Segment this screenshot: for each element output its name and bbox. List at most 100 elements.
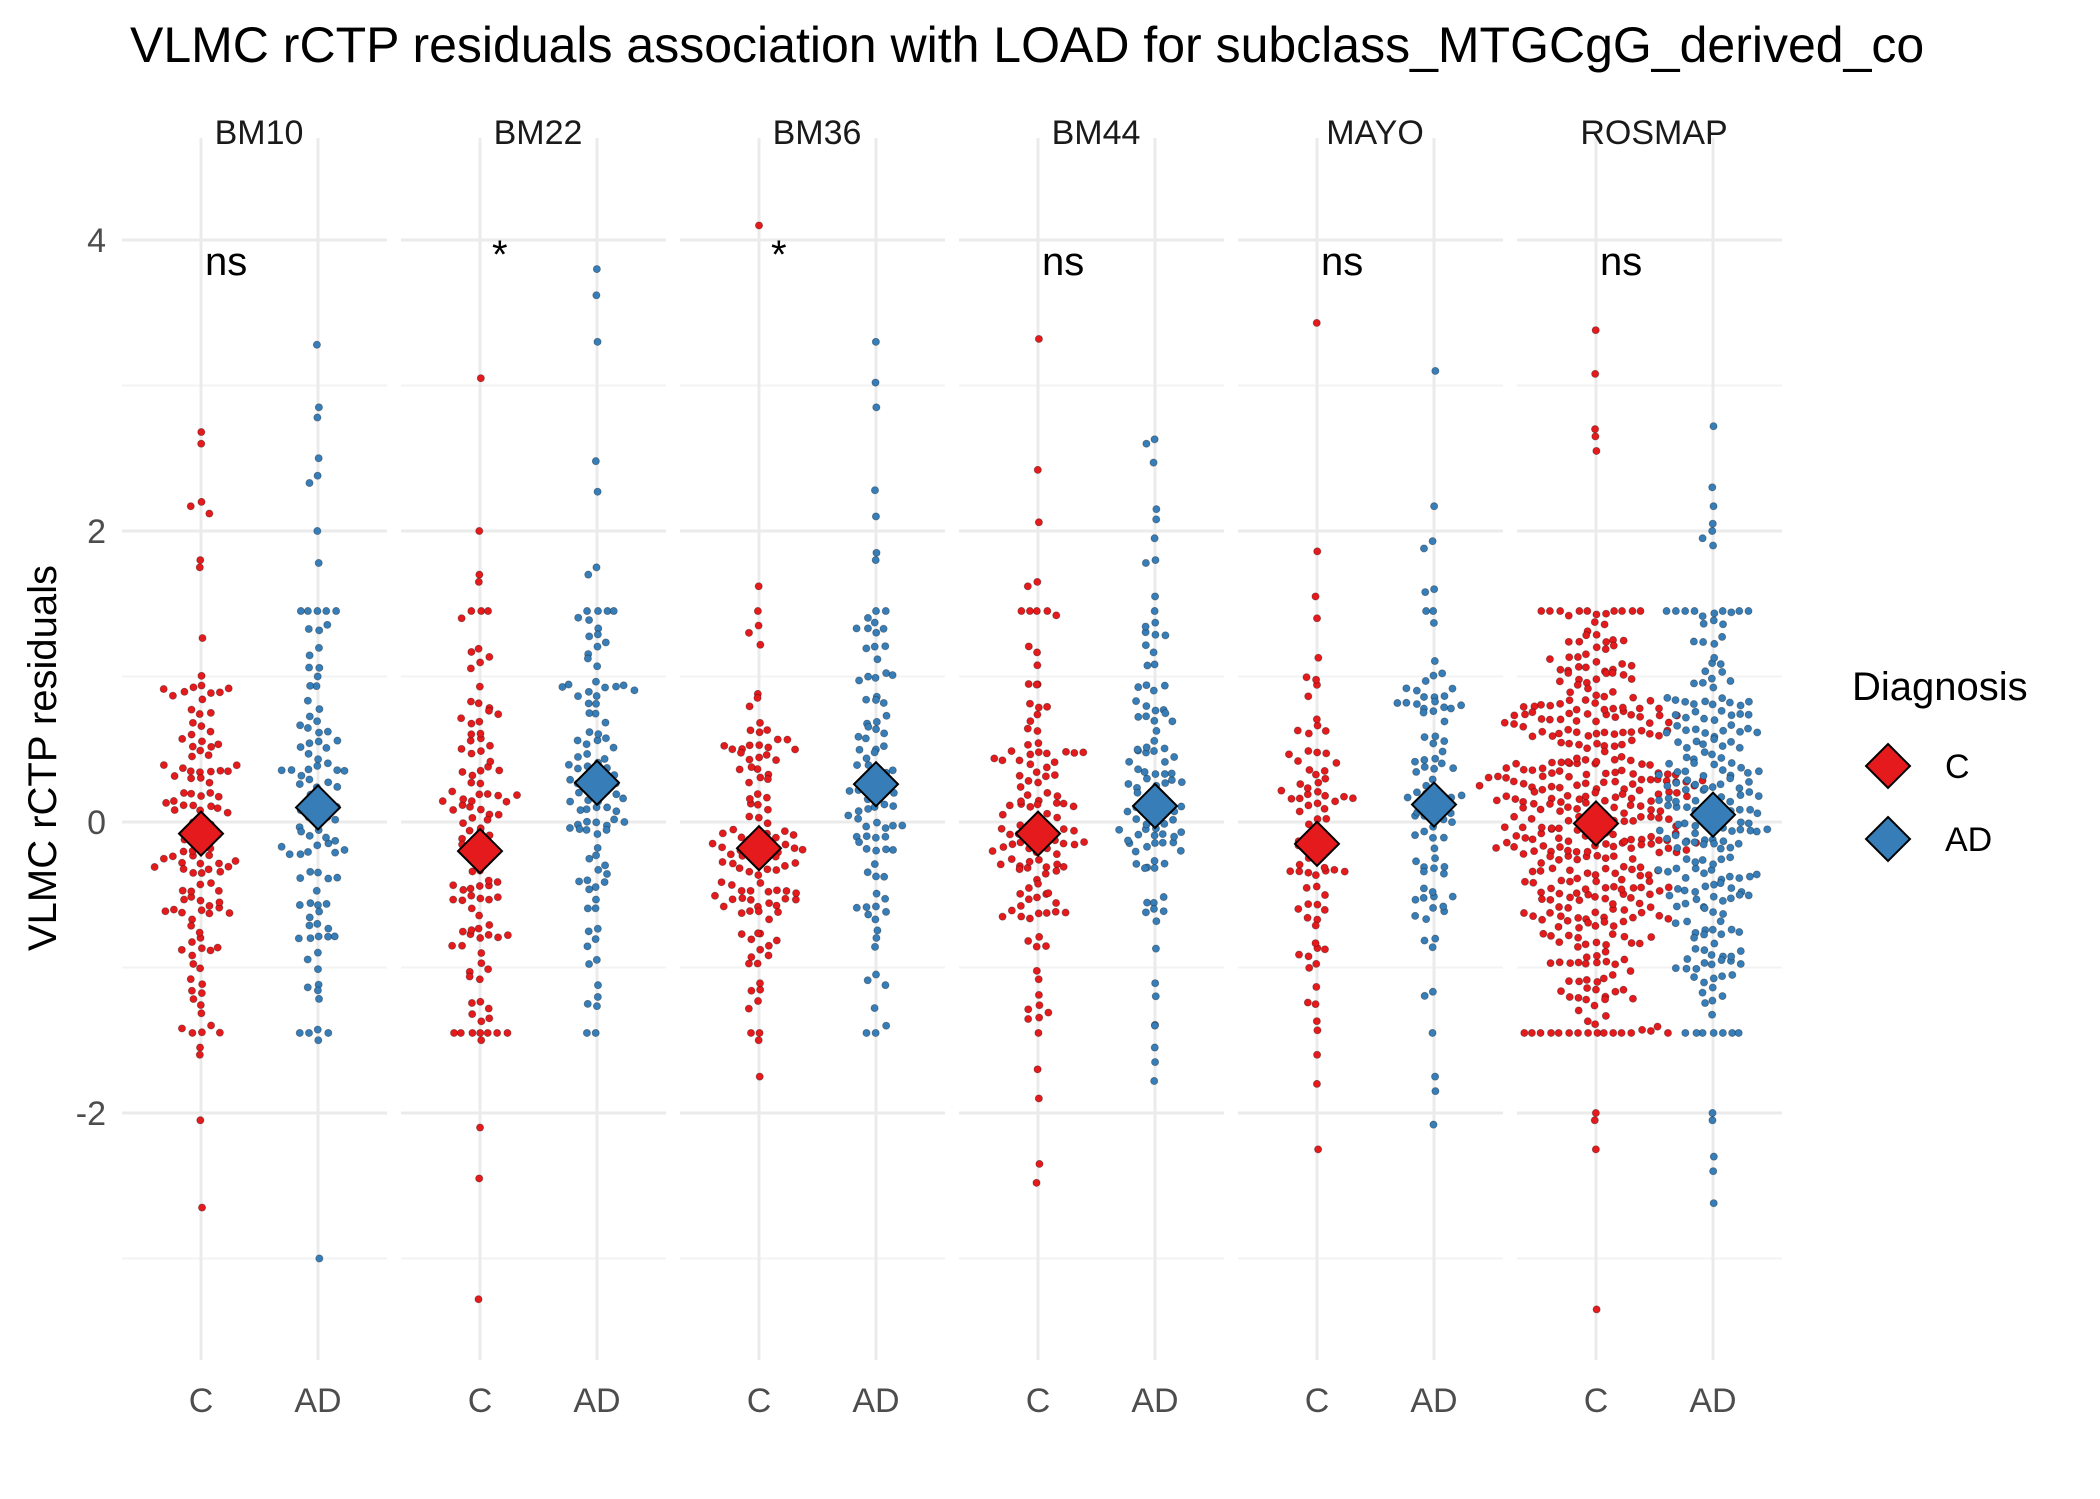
data-point (1320, 766, 1329, 775)
data-point (1590, 1001, 1599, 1010)
data-point (1158, 830, 1167, 839)
data-point (313, 413, 322, 422)
data-point (333, 782, 342, 791)
data-point (503, 931, 512, 940)
data-point (1719, 726, 1728, 735)
data-point (305, 712, 314, 721)
data-point (1313, 1050, 1322, 1059)
mean-marker (573, 759, 621, 807)
data-point (485, 1014, 494, 1023)
data-point (1591, 921, 1600, 930)
data-point (1601, 894, 1610, 903)
data-point (593, 830, 602, 839)
data-point (467, 607, 476, 616)
data-point (159, 761, 168, 770)
data-point (314, 403, 323, 412)
data-point (1428, 537, 1437, 546)
data-point (215, 1028, 224, 1037)
data-point (187, 730, 196, 739)
data-point (475, 527, 484, 536)
data-point (1708, 783, 1717, 792)
data-point (1709, 860, 1718, 869)
data-point (1033, 661, 1042, 670)
data-point (1716, 917, 1725, 926)
data-point (1591, 432, 1600, 441)
significance-label: * (771, 233, 787, 277)
data-point (1575, 896, 1584, 905)
data-point (214, 886, 223, 895)
data-point (159, 685, 168, 694)
data-point (485, 652, 494, 661)
data-point (168, 691, 177, 700)
data-point (495, 766, 504, 775)
data-point (1313, 787, 1322, 796)
data-point (1582, 631, 1591, 640)
data-point (466, 736, 475, 745)
data-point (477, 607, 486, 616)
data-point (178, 734, 187, 743)
data-point (1411, 911, 1420, 920)
data-point (196, 1043, 205, 1052)
data-point (1671, 831, 1680, 840)
data-point (1602, 940, 1611, 949)
data-point (1717, 706, 1726, 715)
data-point (1681, 785, 1690, 794)
data-point (458, 927, 467, 936)
data-point (1592, 958, 1601, 967)
data-point (756, 879, 765, 888)
data-point (313, 761, 322, 770)
data-point (745, 702, 754, 711)
data-point (304, 624, 313, 633)
data-point (304, 1028, 313, 1037)
data-point (1151, 630, 1160, 639)
data-point (178, 886, 187, 895)
data-point (1592, 657, 1601, 666)
data-point (1419, 893, 1428, 902)
data-point (575, 825, 584, 834)
data-point (180, 687, 189, 696)
data-point (1312, 959, 1321, 968)
data-point (1419, 692, 1428, 701)
data-point (315, 907, 324, 916)
data-point (189, 801, 198, 810)
data-point (871, 378, 880, 387)
data-point (207, 802, 216, 811)
data-point (206, 767, 215, 776)
data-point (197, 869, 206, 878)
data-point (870, 860, 879, 869)
data-point (1583, 847, 1592, 856)
data-point (764, 941, 773, 950)
data-point (1422, 915, 1431, 924)
data-point (1421, 588, 1430, 597)
data-point (583, 999, 592, 1008)
data-point (1628, 780, 1637, 789)
data-point (1421, 676, 1430, 685)
data-point (1428, 887, 1437, 896)
data-point (1581, 798, 1590, 807)
data-point (177, 908, 186, 917)
data-point (746, 886, 755, 895)
data-point (206, 788, 215, 797)
data-point (1609, 830, 1618, 839)
data-point (745, 741, 754, 750)
data-point (745, 867, 754, 876)
data-point (1584, 918, 1593, 927)
data-point (1538, 727, 1547, 736)
data-point (205, 851, 214, 860)
data-point (204, 751, 213, 760)
data-point (1303, 998, 1312, 1007)
data-point (459, 885, 468, 894)
data-point (1608, 970, 1617, 979)
data-point (1312, 1017, 1321, 1026)
data-point (1545, 655, 1554, 664)
data-point (1698, 678, 1707, 687)
data-point (881, 894, 890, 903)
data-point (1710, 609, 1719, 618)
data-point (792, 889, 801, 898)
data-point (467, 647, 476, 656)
data-point (755, 741, 764, 750)
data-point (1601, 854, 1610, 863)
data-point (198, 695, 207, 704)
data-point (477, 959, 486, 968)
